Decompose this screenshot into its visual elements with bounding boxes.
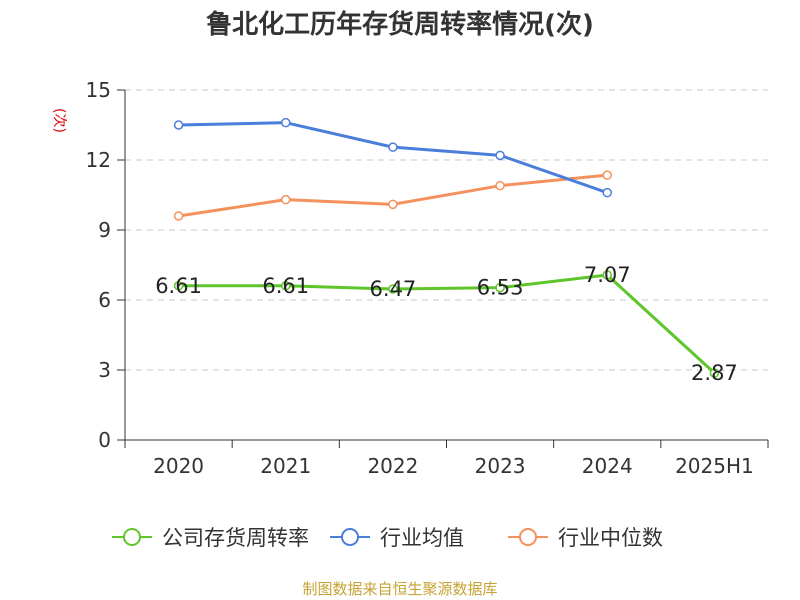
data-point bbox=[281, 281, 291, 291]
data-point bbox=[173, 281, 184, 291]
data-label: 6.61 bbox=[155, 274, 202, 298]
y-tick-label: 9 bbox=[98, 218, 111, 242]
legend-item: 公司存货周转率 bbox=[112, 526, 309, 550]
legend: 公司存货周转率 行业均值 行业中位数 bbox=[112, 526, 663, 550]
data-point bbox=[281, 194, 291, 205]
data-point bbox=[602, 270, 612, 280]
series-line bbox=[178, 173, 608, 218]
data-point bbox=[173, 120, 184, 130]
x-tick-label: 2025H1 bbox=[675, 454, 754, 478]
y-axis-label: (次) bbox=[51, 108, 67, 133]
data-labels: 6.61 6.61 6.47 6.53 7.07 2.87 bbox=[155, 263, 738, 385]
data-point bbox=[173, 211, 184, 221]
data-point bbox=[495, 150, 505, 161]
y-tick-label: 15 bbox=[86, 78, 111, 102]
data-label: 6.53 bbox=[477, 276, 524, 300]
legend-label: 行业均值 bbox=[380, 526, 464, 550]
x-tick-label: 2022 bbox=[367, 454, 418, 478]
x-tick-label: 2024 bbox=[582, 454, 633, 478]
y-tick-label: 0 bbox=[98, 428, 111, 452]
x-tick-label: 2021 bbox=[260, 454, 311, 478]
chart-title: 鲁北化工历年存货周转率情况(次) bbox=[206, 10, 594, 40]
y-tick-label: 3 bbox=[98, 358, 111, 382]
data-point bbox=[388, 284, 398, 294]
axes: 0 3 6 9 12 15 2020 2021 2022 2023 2024 2025H1 bbox=[86, 78, 769, 478]
legend-swatch-marker bbox=[123, 528, 141, 546]
y-tick-label: 12 bbox=[86, 148, 111, 172]
data-point bbox=[495, 282, 505, 293]
legend-label: 公司存货周转率 bbox=[162, 526, 309, 550]
legend-swatch-marker bbox=[341, 528, 359, 546]
data-point bbox=[388, 142, 398, 152]
data-point bbox=[495, 180, 505, 191]
data-label: 2.87 bbox=[691, 361, 738, 385]
legend-item: 行业均值 bbox=[330, 526, 464, 550]
data-point bbox=[709, 368, 720, 378]
series-line bbox=[178, 273, 716, 375]
data-point bbox=[281, 117, 291, 128]
legend-swatch-marker bbox=[519, 528, 537, 546]
source-footer: 制图数据来自恒生聚源数据库 bbox=[302, 580, 498, 598]
x-tick-label: 2020 bbox=[153, 454, 204, 478]
legend-label: 行业中位数 bbox=[558, 526, 663, 550]
data-label: 6.47 bbox=[370, 277, 417, 301]
data-label: 6.61 bbox=[262, 274, 309, 298]
series-lines bbox=[173, 117, 720, 378]
y-tick-label: 6 bbox=[98, 288, 111, 312]
grid-lines bbox=[125, 89, 768, 371]
data-label: 7.07 bbox=[584, 263, 631, 287]
data-point bbox=[602, 187, 612, 198]
legend-item: 行业中位数 bbox=[508, 526, 663, 550]
data-point bbox=[388, 199, 398, 210]
x-tick-label: 2023 bbox=[475, 454, 526, 478]
data-point bbox=[602, 170, 612, 180]
